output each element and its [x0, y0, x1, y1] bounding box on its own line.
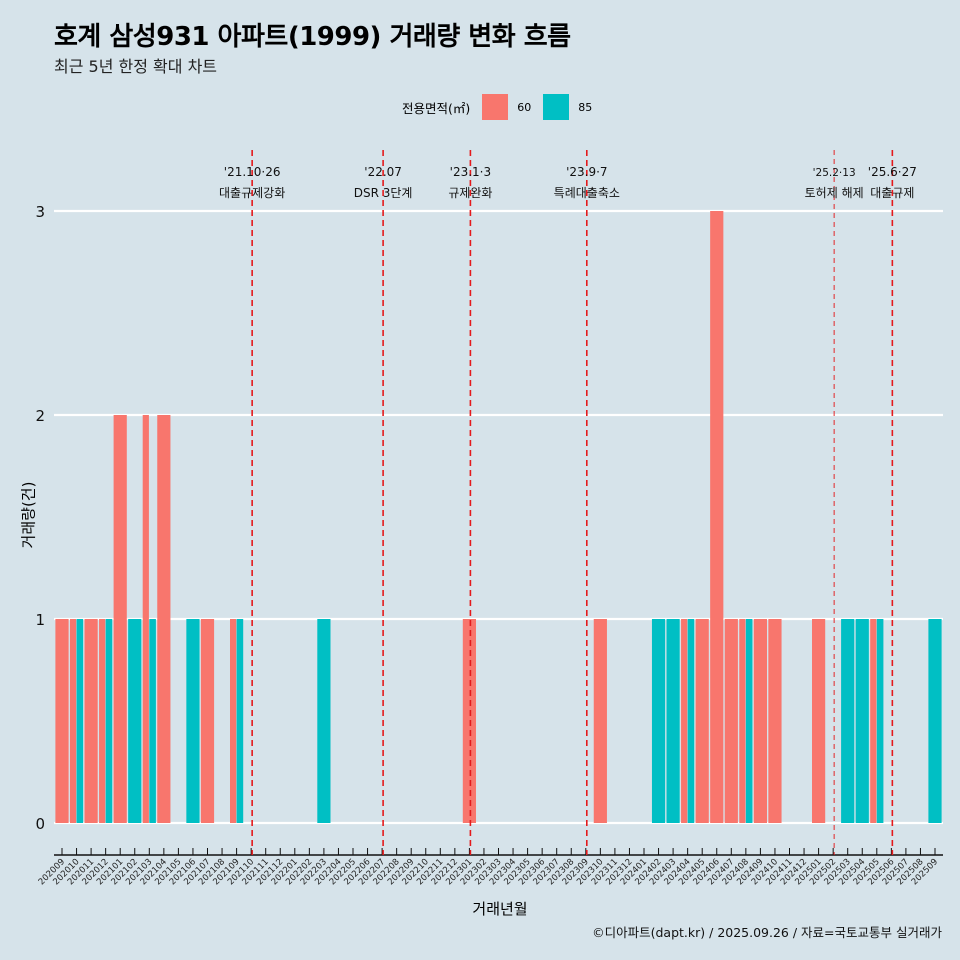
event-date-label: '23.9·7 — [566, 165, 607, 179]
source-footer: ©디아파트(dapt.kr) / 2025.09.26 / 자료=국토교통부 실… — [592, 925, 942, 940]
bar-60-202406 — [710, 211, 724, 823]
bar-60-202405 — [695, 619, 709, 823]
legend-label-60: 60 — [517, 100, 532, 114]
legend: 전용면적(㎡) 60 85 — [402, 93, 604, 121]
bar-85-202012 — [105, 619, 113, 823]
bar-60-202501 — [812, 619, 826, 823]
bar-85-202402 — [651, 619, 666, 823]
bar-85-202404 — [687, 619, 695, 823]
bar-60-202101 — [113, 415, 127, 823]
event-label: 토허제 해제 — [805, 186, 864, 200]
bar-85-202102 — [128, 619, 142, 823]
chart-subtitle: 최근 5년 한정 확대 차트 — [54, 57, 218, 76]
bar-85-202509 — [928, 619, 942, 823]
event-date-label: '25.2·13 — [813, 167, 856, 179]
bar-60-202009 — [55, 619, 69, 823]
chart-title: 호계 삼성931 아파트(1999) 거래량 변화 흐름 — [54, 22, 571, 52]
bar-60-202107 — [200, 619, 215, 823]
legend-swatch-85 — [543, 94, 570, 120]
bar-60-202103 — [142, 415, 149, 823]
bar-60-202011 — [84, 619, 98, 823]
legend-swatch-60 — [482, 94, 509, 120]
y-tick-label: 2 — [35, 407, 45, 425]
event-label: 대출규제 — [870, 186, 914, 200]
bar-85-202203 — [317, 619, 331, 823]
y-tick-label: 3 — [35, 203, 45, 221]
bar-60-202409 — [753, 619, 767, 823]
bar-60-202010 — [69, 619, 77, 823]
event-label: 규제완화 — [448, 186, 492, 200]
bar-85-202106 — [186, 619, 200, 823]
bar-85-202010 — [76, 619, 84, 823]
bar-60-202505 — [870, 619, 877, 823]
y-axis-title: 거래량(건) — [19, 481, 38, 549]
legend-title: 전용면적(㎡) — [402, 100, 471, 116]
bar-60-202104 — [157, 415, 171, 823]
bar-60-202012 — [99, 619, 106, 823]
bar-60-202310 — [593, 619, 607, 823]
bar-85-202505 — [876, 619, 884, 823]
bar-60-202408 — [739, 619, 746, 823]
bar-85-202503 — [841, 619, 855, 823]
event-label: 대출규제강화 — [219, 186, 285, 200]
bar-85-202103 — [149, 619, 156, 823]
event-label: DSR 3단계 — [354, 186, 413, 200]
bar-60-202301 — [462, 619, 476, 823]
event-date-label: '25.6·27 — [868, 165, 917, 179]
event-label: 특례대출축소 — [554, 186, 620, 200]
y-tick-label: 1 — [35, 611, 45, 629]
bar-60-202109 — [230, 619, 237, 823]
y-tick-label: 0 — [35, 815, 45, 833]
bar-85-202408 — [745, 619, 753, 823]
event-date-label: '22.07 — [364, 165, 402, 179]
bar-85-202403 — [666, 619, 680, 823]
bar-60-202407 — [724, 619, 738, 823]
bar-85-202109 — [236, 619, 244, 823]
bar-60-202410 — [768, 619, 782, 823]
event-date-label: '23.1·3 — [450, 165, 491, 179]
bar-60-202404 — [681, 619, 688, 823]
bar-85-202504 — [855, 619, 869, 823]
x-axis-title: 거래년월 — [472, 900, 528, 918]
event-date-label: '21.10·26 — [224, 165, 281, 179]
legend-label-85: 85 — [578, 100, 593, 114]
